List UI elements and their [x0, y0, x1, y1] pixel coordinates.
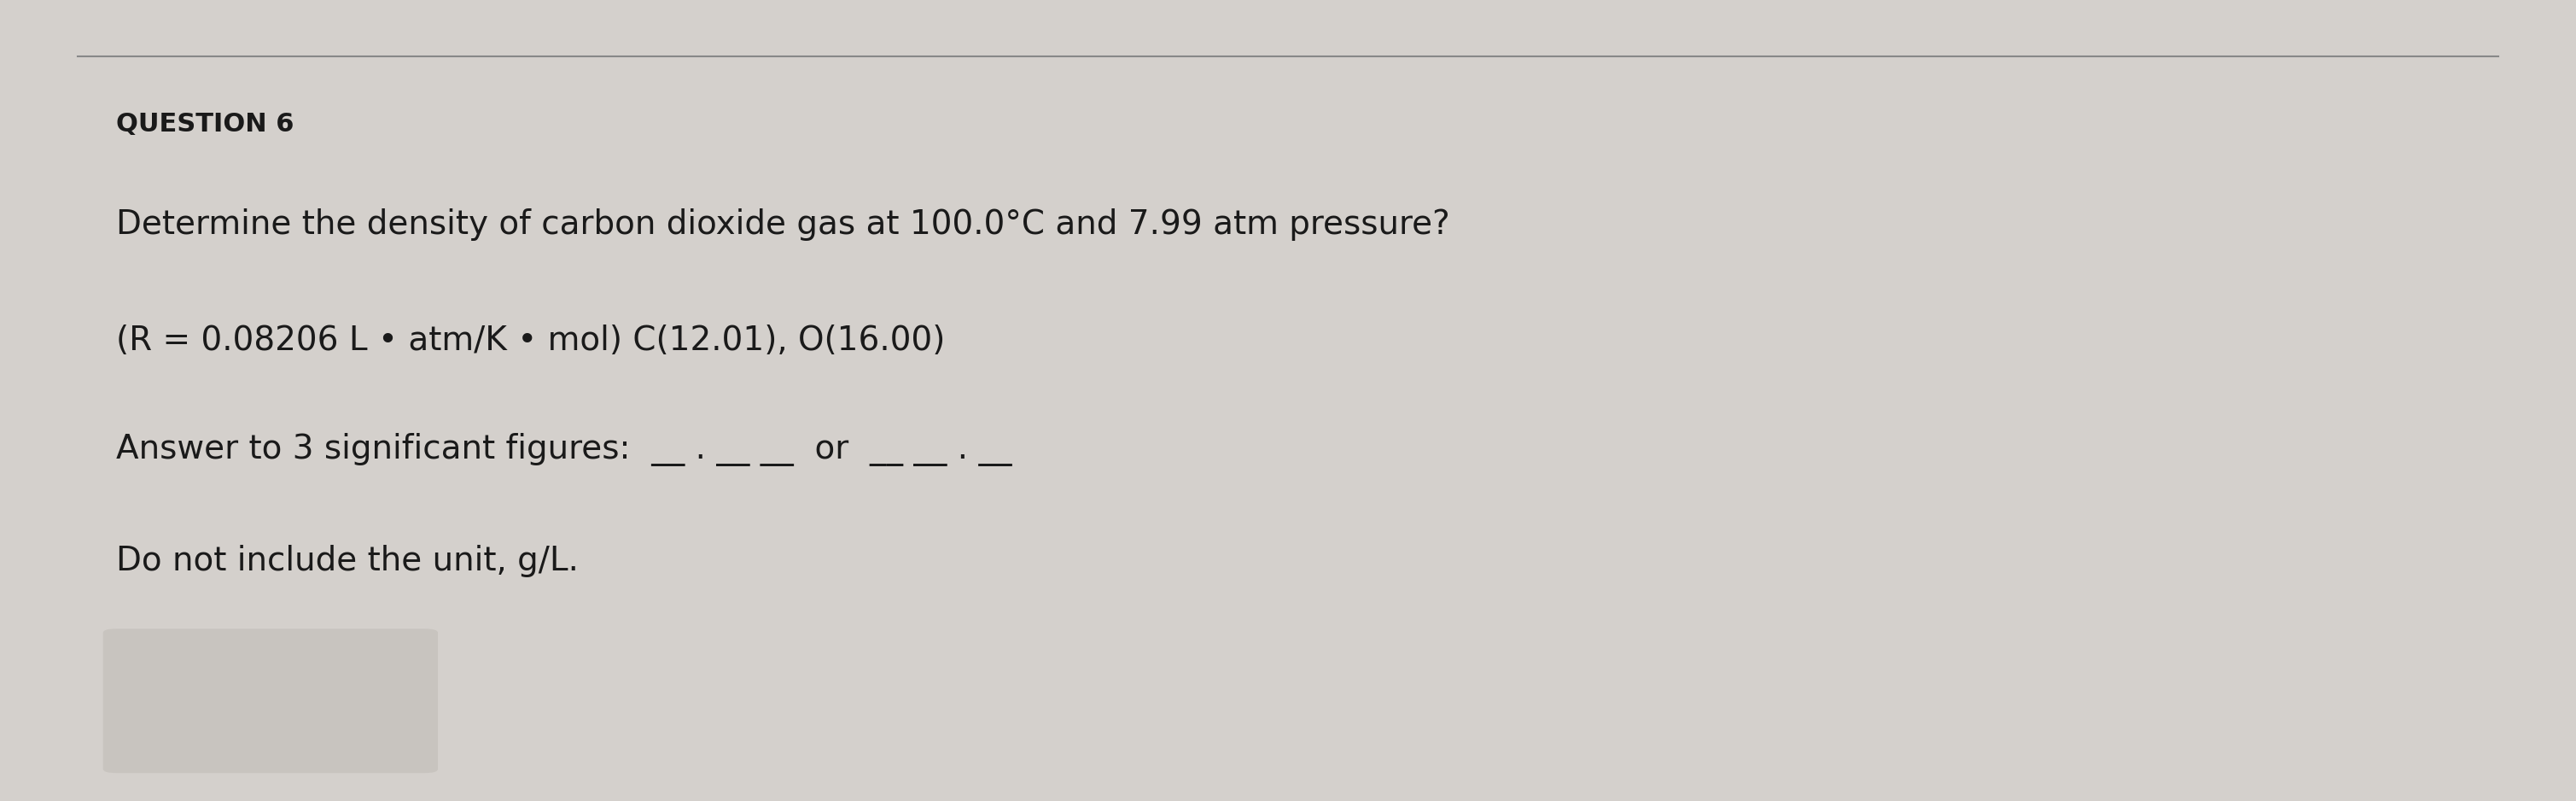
- Text: Answer to 3 significant figures:  __ . __ __  or  __ __ . __: Answer to 3 significant figures: __ . __…: [116, 433, 1012, 466]
- Text: (R = 0.08206 L • atm/K • mol) C(12.01), O(16.00): (R = 0.08206 L • atm/K • mol) C(12.01), …: [116, 324, 945, 357]
- Text: Determine the density of carbon dioxide gas at 100.0°C and 7.99 atm pressure?: Determine the density of carbon dioxide …: [116, 208, 1450, 241]
- Text: QUESTION 6: QUESTION 6: [116, 112, 294, 137]
- FancyBboxPatch shape: [103, 629, 438, 773]
- Text: Do not include the unit, g/L.: Do not include the unit, g/L.: [116, 545, 580, 578]
